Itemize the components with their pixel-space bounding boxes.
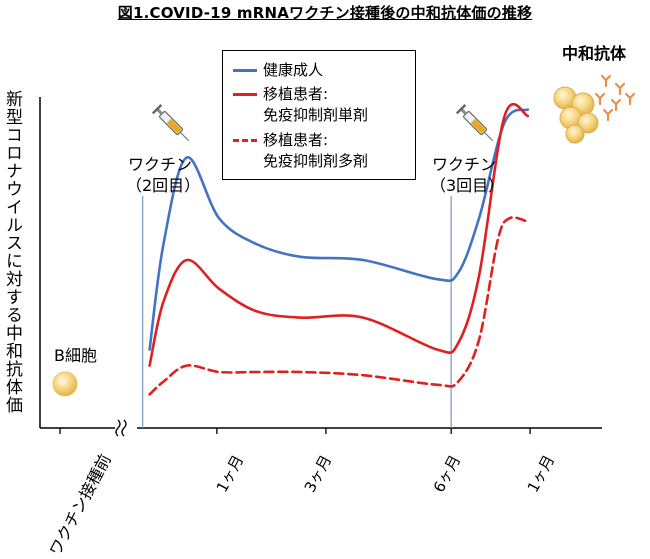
- antibody-cluster-icon: [553, 74, 636, 144]
- series-line-multi: [148, 216, 530, 396]
- vaccine2-label-line1: ワクチン: [128, 155, 193, 174]
- syringe-icon: [151, 103, 190, 142]
- vaccine2-label-line2: （2回目）: [126, 176, 201, 195]
- x-ticks: [59, 428, 531, 434]
- legend-label: 免疫抑制剤単剤: [263, 106, 369, 124]
- legend-swatch-healthy: [233, 69, 257, 72]
- legend: 健康成人 移植患者: 免疫抑制剤単剤 移植患者: 免疫抑制剤多剤: [222, 50, 416, 180]
- legend-swatch-multi: [233, 139, 257, 142]
- chart-title: 図1.COVID-19 mRNAワクチン接種後の中和抗体価の推移: [117, 4, 533, 22]
- legend-label: 移植患者:: [263, 131, 329, 149]
- y-axis-label: 新型コロナウイルスに対する中和抗体価: [2, 90, 22, 414]
- legend-label: 健康成人: [263, 61, 324, 79]
- legend-label: 免疫抑制剤多剤: [263, 152, 369, 170]
- series-line-single: [148, 102, 530, 367]
- vaccine3-label-line2: （3回目）: [430, 176, 505, 195]
- b-cell-icon: [52, 371, 78, 397]
- series-line-healthy: [148, 108, 530, 351]
- vaccine-lines: [141, 196, 452, 428]
- vaccine3-label-line1: ワクチン: [432, 155, 497, 174]
- legend-label: 移植患者:: [263, 85, 329, 103]
- syringe-icon: [455, 103, 494, 142]
- b-cell-label: B細胞: [54, 346, 97, 365]
- axis-break-icon: [115, 419, 127, 437]
- legend-swatch-single: [233, 93, 257, 96]
- antibody-label: 中和抗体: [562, 44, 627, 63]
- series-group: [148, 102, 530, 396]
